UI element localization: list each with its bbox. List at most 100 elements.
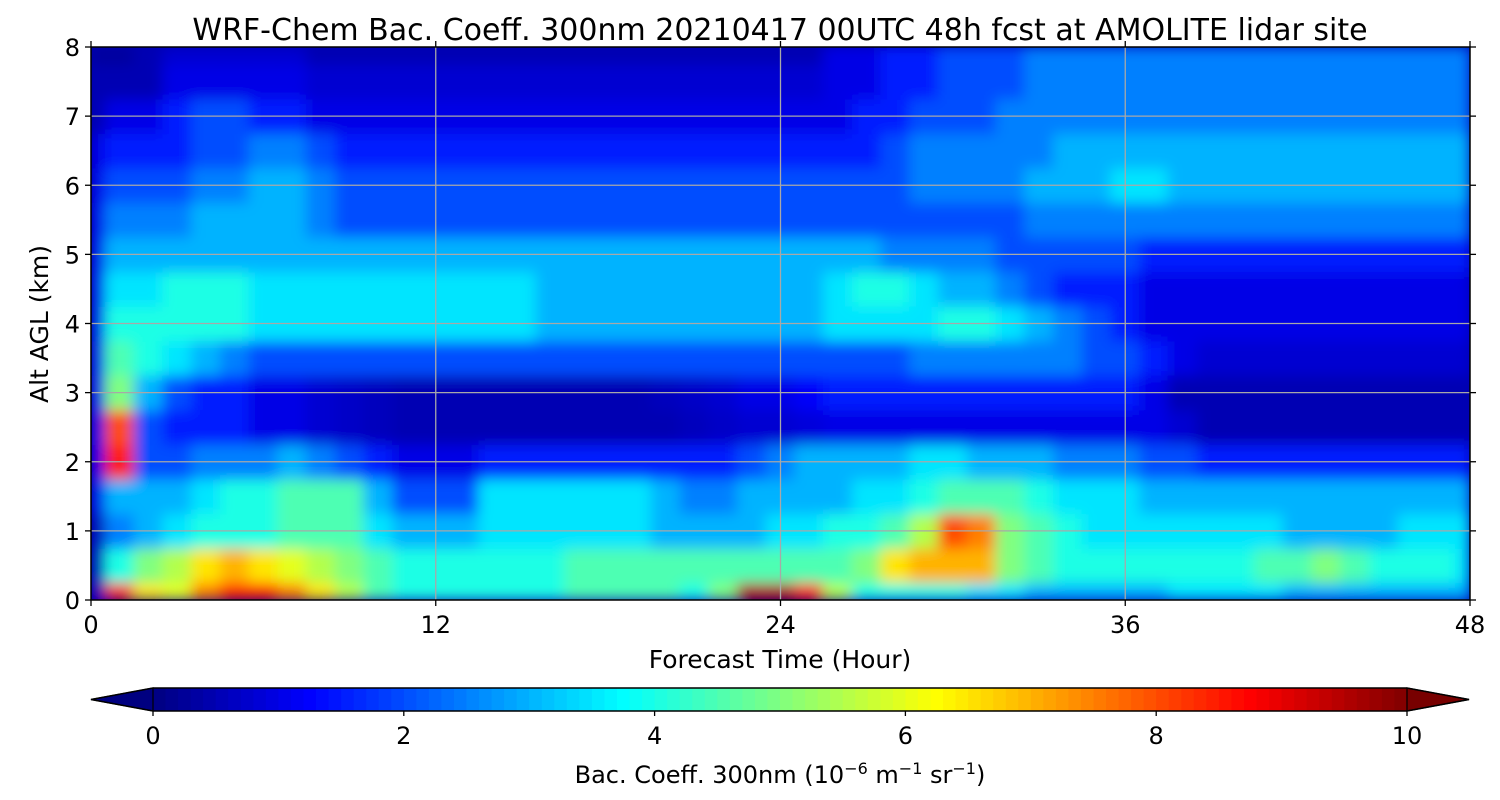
heatmap-cell — [794, 202, 825, 238]
heatmap-cell — [650, 478, 681, 515]
heatmap-cell — [851, 202, 882, 238]
heatmap-cell — [1455, 409, 1470, 445]
heatmap-cell — [1368, 547, 1399, 584]
heatmap-cell — [248, 547, 279, 584]
heatmap-cell — [248, 271, 279, 307]
heatmap-cell — [305, 47, 336, 65]
heatmap-cell — [851, 63, 882, 100]
heatmap-cell — [363, 340, 394, 376]
colorbar-bin — [1381, 688, 1396, 711]
heatmap-cell — [1311, 547, 1342, 584]
heatmap-cell — [1426, 547, 1457, 584]
heatmap-cell — [191, 340, 221, 376]
heatmap-cell — [277, 63, 307, 100]
heatmap-cell — [535, 478, 566, 515]
heatmap-cell — [162, 409, 193, 445]
heatmap-cell — [1368, 63, 1399, 100]
heatmap-cell — [363, 271, 394, 307]
heatmap-cell — [938, 478, 968, 515]
heatmap-cell — [449, 132, 480, 169]
heatmap-cell — [1167, 478, 1198, 515]
colorbar-bin — [316, 688, 330, 711]
heatmap-cell — [736, 202, 767, 238]
heatmap-cell — [133, 47, 164, 65]
heatmap-cell — [219, 340, 250, 376]
heatmap-cell — [392, 63, 422, 100]
colorbar-bin — [692, 688, 706, 711]
heatmap-cell — [363, 202, 394, 238]
heatmap-cell — [1397, 478, 1428, 515]
y-tick-label: 3 — [65, 380, 80, 408]
colorbar-extend-min — [90, 687, 154, 712]
heatmap-cell — [679, 582, 710, 600]
colorbar-bin — [479, 688, 493, 711]
heatmap-cell — [248, 63, 279, 100]
heatmap-cell — [91, 409, 106, 445]
heatmap-cell — [1024, 132, 1054, 169]
colorbar-bin — [366, 688, 380, 711]
heatmap-cell — [650, 63, 681, 100]
colorbar-bin — [604, 688, 618, 711]
colorbar-bin — [253, 688, 267, 711]
heatmap-cell — [1397, 63, 1428, 100]
colorbar-bin — [1256, 688, 1270, 711]
heatmap-cell — [1196, 582, 1227, 600]
heatmap-cell — [966, 63, 997, 100]
heatmap-cell — [219, 547, 250, 584]
heatmap-cell — [191, 478, 221, 515]
heatmap-cell — [1024, 202, 1054, 238]
heatmap-cell — [564, 340, 595, 376]
heatmap-cell — [1455, 47, 1470, 65]
heatmap-cell — [564, 547, 595, 584]
heatmap-cell — [679, 547, 710, 584]
heatmap-cell — [650, 202, 681, 238]
heatmap-cell — [995, 582, 1026, 600]
heatmap-cell — [1024, 271, 1054, 307]
heatmap-cell — [1024, 340, 1054, 376]
colorbar-bin — [742, 688, 756, 711]
heatmap-cell — [334, 340, 365, 376]
colorbar-bin — [729, 688, 743, 711]
heatmap-cell — [363, 547, 394, 584]
heatmap-cell — [1167, 409, 1198, 445]
colorbar-bin — [341, 688, 355, 711]
heatmap-cell — [995, 132, 1026, 169]
heatmap-cell — [938, 202, 968, 238]
heatmap-cell — [564, 47, 595, 65]
heatmap-cell — [1455, 63, 1470, 100]
heatmap-cell — [966, 582, 997, 600]
heatmap-cell — [507, 202, 537, 238]
colorbar-bin — [1356, 688, 1370, 711]
colorbar-bin — [290, 688, 305, 711]
colorbar-bin — [955, 688, 969, 711]
heatmap-cell — [564, 582, 595, 600]
heatmap-cell — [736, 478, 767, 515]
heatmap-cell — [1397, 547, 1428, 584]
heatmap-cell — [334, 478, 365, 515]
colorbar-bin — [616, 688, 631, 711]
heatmap-cell — [880, 202, 911, 238]
colorbar-bin — [679, 688, 693, 711]
heatmap-cell — [1426, 202, 1457, 238]
heatmap-cell — [736, 63, 767, 100]
heatmap-cell — [1282, 63, 1313, 100]
heatmap-cell — [966, 478, 997, 515]
heatmap-cell — [91, 582, 106, 600]
heatmap-cell — [449, 409, 480, 445]
colorbar-bin — [1168, 688, 1182, 711]
heatmap-cell — [334, 47, 365, 65]
heatmap-cell — [1368, 202, 1399, 238]
heatmap-cell — [909, 202, 940, 238]
heatmap-cell — [736, 340, 767, 376]
heatmap-cell — [191, 132, 221, 169]
heatmap-cell — [219, 478, 250, 515]
heatmap-cell — [478, 271, 509, 307]
heatmap-cell — [995, 271, 1026, 307]
colorbar-bin — [1156, 688, 1170, 711]
heatmap-cell — [1139, 132, 1169, 169]
heatmap-cell — [823, 132, 853, 169]
heatmap-cell — [277, 478, 307, 515]
colorbar-bin — [1294, 688, 1308, 711]
heatmap-cell — [363, 478, 394, 515]
heatmap-cell — [219, 202, 250, 238]
